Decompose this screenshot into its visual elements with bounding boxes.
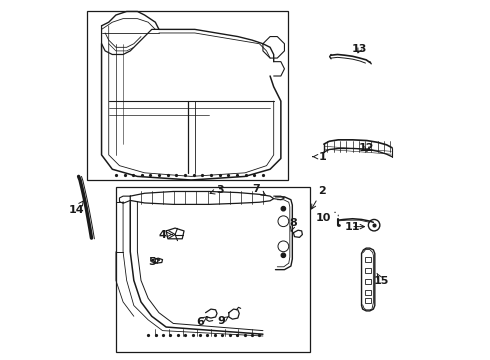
Bar — [366, 268, 370, 273]
Text: 3: 3 — [210, 185, 224, 195]
Text: 4: 4 — [159, 230, 172, 239]
Bar — [366, 298, 370, 303]
Circle shape — [281, 207, 286, 211]
Bar — [87, 12, 288, 180]
Text: 11: 11 — [344, 222, 360, 231]
Bar — [366, 257, 370, 262]
Text: 13: 13 — [352, 44, 368, 54]
Bar — [366, 290, 370, 295]
Bar — [366, 279, 370, 284]
Text: 9: 9 — [218, 316, 228, 326]
Text: 15: 15 — [373, 273, 389, 286]
Text: 6: 6 — [196, 316, 207, 327]
Text: 14: 14 — [69, 201, 84, 216]
Text: 8: 8 — [290, 218, 297, 231]
Text: 12: 12 — [359, 143, 375, 153]
Circle shape — [281, 253, 286, 257]
Text: 5: 5 — [148, 257, 160, 267]
Bar — [116, 187, 310, 352]
Text: 7: 7 — [252, 184, 266, 195]
Text: 1: 1 — [313, 152, 326, 162]
Text: 2: 2 — [312, 186, 326, 209]
Text: 10: 10 — [316, 213, 331, 223]
